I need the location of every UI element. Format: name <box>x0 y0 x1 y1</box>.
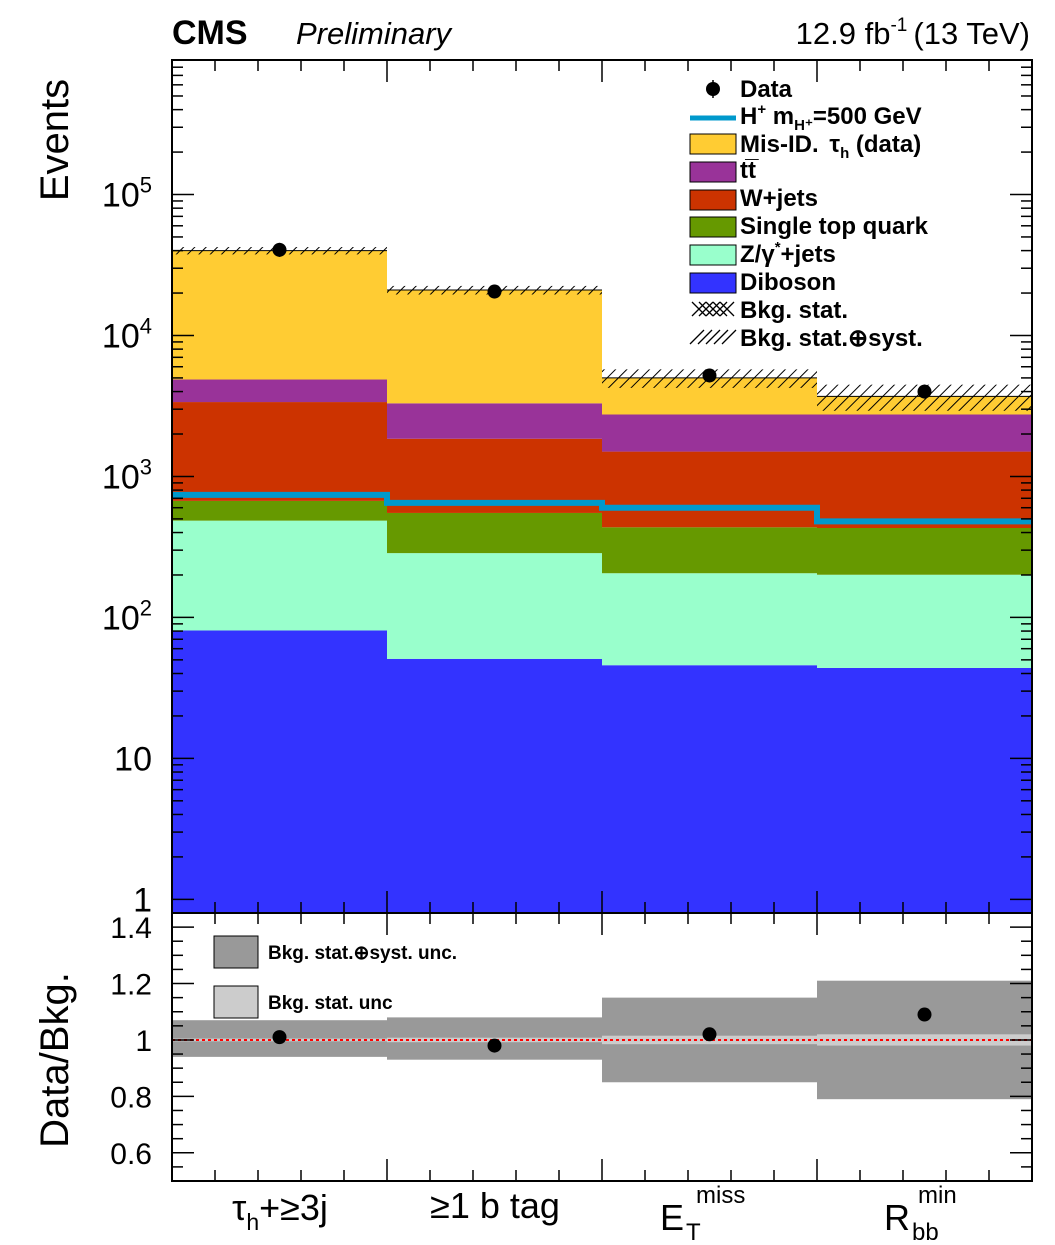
ratio-legend-stat-swatch <box>213 985 259 1019</box>
ratio-y-tick-label-4: 1.4 <box>110 912 152 945</box>
energy-label: (13 TeV) <box>913 16 1030 51</box>
bar-ttbar-1 <box>387 403 602 439</box>
signal-line <box>172 491 1032 525</box>
bar-wjets-2 <box>602 451 817 528</box>
legend-singletop: Single top quark <box>740 213 929 240</box>
legend-diboson-swatch <box>689 272 737 294</box>
legend-data: Data <box>740 76 793 103</box>
bar-diboson-1 <box>387 658 602 913</box>
legend-ttbar-swatch <box>689 161 737 183</box>
svg-text:miss: miss <box>696 1182 745 1209</box>
x-axis-labels: τh+≥3j ≥1 b tag E T miss R bb min <box>232 1182 957 1245</box>
data-point-2 <box>702 368 717 383</box>
ratio-legend-syst-swatch <box>213 935 259 969</box>
ratio-y-tick-label-2: 1 <box>135 1025 152 1058</box>
ratio-panel: 0.6 0.8 1 1.2 1.4 Data/Bkg. Bkg. stat.⊕syst.… <box>33 912 1033 1182</box>
bar-misid-1 <box>387 290 602 404</box>
ratio-y-axis-ticks: 0.6 0.8 1 1.2 1.4 <box>110 912 1032 1182</box>
legend-ttbar: tt̅ <box>740 157 759 184</box>
ratio-y-tick-label-0: 0.6 <box>110 1138 152 1171</box>
main-panel: 1 10 102 103 104 105 Events <box>33 59 1033 919</box>
y-tick-label-5: 105 <box>102 173 152 215</box>
bar-wjets-3 <box>817 451 1032 528</box>
legend-singletop-swatch <box>689 216 737 238</box>
y-tick-label-3: 103 <box>102 454 152 496</box>
bar-zjets-1 <box>387 553 602 659</box>
bar-zjets-3 <box>817 574 1032 668</box>
bar-diboson-0 <box>172 630 387 913</box>
bar-zjets-0 <box>172 520 387 631</box>
x-label-tauh: τh+≥3j <box>232 1187 328 1235</box>
ratio-point-1 <box>487 1038 502 1053</box>
bar-singletop-3 <box>817 527 1032 575</box>
bar-singletop-0 <box>172 500 387 521</box>
ratio-point-0 <box>272 1030 287 1045</box>
lumi-label: 12.9 fb-1 (13 TeV) <box>796 15 1030 51</box>
bar-singletop-2 <box>602 527 817 574</box>
bar-ttbar-0 <box>172 379 387 403</box>
y-axis-ticks: 1 10 102 103 104 105 <box>102 59 1032 919</box>
x-label-rbb: R bb min <box>884 1182 957 1245</box>
legend-signal: H+ mH⁺=500 GeV <box>740 101 922 134</box>
x-label-btag: ≥1 b tag <box>430 1185 560 1226</box>
ratio-point-2 <box>702 1027 717 1042</box>
data-point-0 <box>272 242 287 257</box>
bar-misid-0 <box>172 250 387 380</box>
legend-bkgstatsyst-swatch <box>689 329 737 345</box>
bar-ttbar-2 <box>602 414 817 452</box>
experiment-label: CMS <box>172 14 248 52</box>
svg-text:R: R <box>884 1197 910 1238</box>
lumi-value: 12.9 fb <box>796 16 891 51</box>
legend-bkgstatsyst: Bkg. stat.⊕syst. <box>740 325 923 352</box>
bar-ttbar-3 <box>817 414 1032 452</box>
bar-zjets-2 <box>602 573 817 666</box>
ratio-y-tick-label-1: 0.8 <box>110 1081 152 1114</box>
svg-text:T: T <box>686 1219 701 1245</box>
bar-diboson-2 <box>602 665 817 913</box>
ratio-point-3 <box>917 1007 932 1022</box>
ratio-frame <box>171 912 1033 1182</box>
data-point-3 <box>917 384 932 399</box>
legend: Data H+ mH⁺=500 GeV Mis-ID. τh (data) tt… <box>689 76 929 352</box>
y-tick-label-2: 102 <box>102 595 152 637</box>
svg-text:min: min <box>918 1182 957 1209</box>
y-tick-label-1: 10 <box>114 740 152 778</box>
data-layer <box>272 242 932 399</box>
legend-misid: Mis-ID. τh (data) <box>740 131 921 162</box>
legend-wjets: W+jets <box>740 185 818 212</box>
legend-diboson: Diboson <box>740 269 836 296</box>
signal-layer <box>172 491 1032 525</box>
ratio-legend-syst: Bkg. stat.⊕syst. unc. <box>268 943 457 964</box>
legend-zjets: Z/γ*+jets <box>740 239 836 268</box>
ratio-legend-stat: Bkg. stat. unc <box>268 993 393 1014</box>
ratio-y-tick-label-3: 1.2 <box>110 969 152 1002</box>
legend-bkgstat: Bkg. stat. <box>740 297 848 324</box>
legend-wjets-swatch <box>689 189 737 211</box>
y-tick-label-0: 1 <box>133 881 152 919</box>
bar-singletop-1 <box>387 512 602 554</box>
y-tick-label-4: 104 <box>102 313 152 355</box>
bar-wjets-0 <box>172 402 387 501</box>
bar-diboson-3 <box>817 667 1032 913</box>
ratio-data-layer <box>272 1007 932 1053</box>
status-label: Preliminary <box>296 16 454 51</box>
y-axis-label: Events <box>33 79 77 201</box>
x-label-met: E T miss <box>660 1182 745 1245</box>
legend-bkgstat-swatch <box>691 301 735 317</box>
svg-text:E: E <box>660 1197 684 1238</box>
data-point-1 <box>487 284 502 299</box>
svg-text:bb: bb <box>912 1219 939 1245</box>
ratio-y-axis-label: Data/Bkg. <box>33 972 77 1148</box>
stack-layer <box>172 250 1032 913</box>
legend-misid-swatch <box>689 133 737 155</box>
legend-zjets-swatch <box>689 244 737 266</box>
lumi-exp: -1 <box>890 15 907 36</box>
